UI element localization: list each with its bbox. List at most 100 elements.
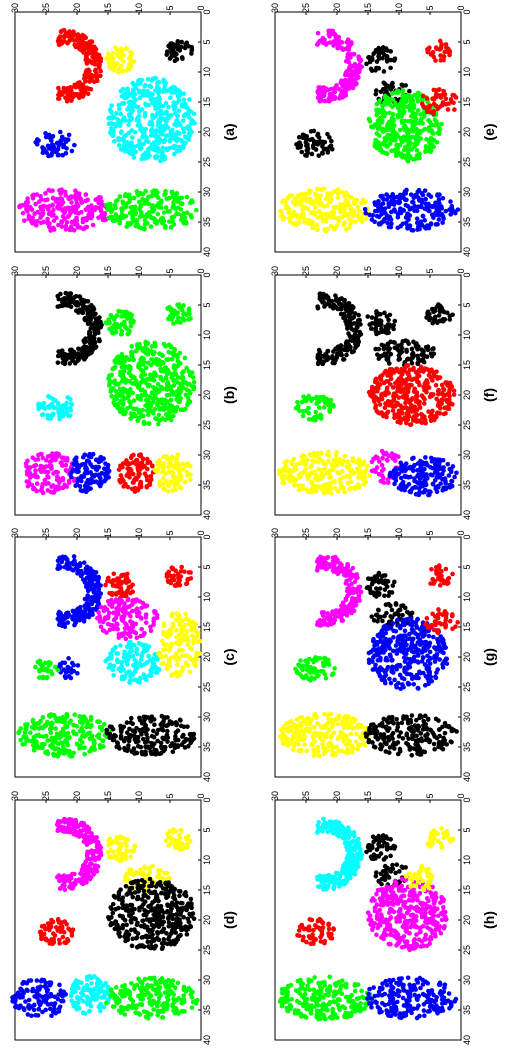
data-point — [27, 475, 33, 480]
data-point — [143, 126, 148, 132]
data-point — [188, 992, 194, 997]
data-point — [189, 48, 194, 53]
data-point — [82, 225, 88, 230]
data-point — [131, 195, 137, 201]
data-point — [113, 615, 119, 621]
data-point — [122, 852, 128, 858]
data-point — [131, 452, 136, 458]
data-point — [160, 156, 166, 162]
data-point — [92, 747, 97, 752]
data-point — [153, 143, 158, 149]
data-point — [158, 722, 164, 727]
data-point — [138, 985, 144, 991]
data-point — [87, 736, 93, 741]
data-point — [34, 192, 40, 197]
data-point — [179, 370, 185, 376]
data-point — [138, 996, 143, 1002]
data-point — [118, 130, 124, 135]
data-point — [84, 584, 89, 589]
x-tick-label: 5 — [202, 39, 212, 44]
data-point — [22, 1007, 27, 1013]
data-point — [49, 720, 55, 726]
data-point — [181, 97, 187, 103]
data-point — [48, 991, 54, 997]
data-point — [74, 1006, 80, 1012]
data-point — [33, 1012, 39, 1018]
data-point — [157, 101, 163, 107]
data-point — [119, 213, 124, 219]
data-point — [116, 135, 121, 141]
data-point — [49, 735, 55, 741]
data-point — [161, 632, 167, 637]
data-point — [56, 201, 61, 206]
data-point — [172, 144, 178, 149]
data-point — [151, 616, 157, 621]
data-point — [39, 977, 45, 983]
data-point — [150, 352, 156, 357]
data-point — [98, 68, 103, 74]
data-point — [176, 130, 181, 136]
data-point — [107, 602, 112, 607]
data-point — [189, 1005, 195, 1010]
data-point — [193, 621, 199, 627]
data-point — [149, 714, 155, 719]
data-point — [82, 74, 88, 80]
data-point — [150, 189, 155, 194]
data-point — [186, 306, 192, 312]
data-point — [170, 749, 176, 755]
y-tick-label: 5 — [165, 5, 175, 10]
data-point — [58, 460, 64, 466]
data-point — [183, 112, 188, 117]
data-point — [67, 226, 73, 232]
data-point — [108, 130, 113, 136]
data-point — [114, 111, 119, 116]
data-point — [148, 749, 153, 754]
data-point — [51, 207, 56, 213]
data-point — [73, 44, 79, 50]
data-point — [110, 910, 116, 916]
data-point — [184, 210, 190, 216]
data-point — [95, 62, 100, 67]
data-point — [83, 603, 88, 609]
data-point — [78, 604, 83, 610]
data-point — [167, 208, 172, 214]
data-point — [63, 462, 69, 468]
data-point — [121, 355, 126, 360]
data-point — [50, 143, 55, 148]
data-point — [102, 213, 107, 218]
data-point — [123, 608, 128, 614]
data-point — [128, 319, 133, 325]
data-point — [121, 146, 127, 151]
data-point — [68, 885, 74, 891]
data-point — [172, 347, 177, 352]
data-point — [119, 364, 125, 370]
data-point — [155, 105, 161, 111]
data-point — [65, 559, 71, 565]
data-point — [48, 210, 53, 216]
data-point — [51, 937, 56, 942]
data-point — [108, 313, 114, 318]
data-point — [166, 660, 172, 665]
data-point — [131, 148, 136, 154]
data-point — [65, 137, 70, 143]
data-point — [187, 655, 193, 660]
data-point — [152, 406, 158, 412]
data-point — [178, 568, 184, 574]
data-point — [181, 739, 187, 745]
data-point — [175, 728, 181, 733]
data-point — [167, 573, 173, 578]
data-point — [48, 188, 53, 194]
data-point — [79, 209, 84, 215]
data-point — [57, 129, 63, 135]
data-point — [72, 827, 77, 832]
data-point — [62, 919, 68, 924]
data-point — [71, 31, 77, 37]
data-point — [171, 214, 176, 220]
data-point — [156, 995, 162, 1001]
data-point — [73, 308, 79, 314]
data-point — [132, 737, 138, 742]
data-point — [118, 111, 124, 117]
data-point — [71, 731, 77, 736]
data-point — [129, 749, 135, 754]
data-point — [46, 394, 51, 399]
